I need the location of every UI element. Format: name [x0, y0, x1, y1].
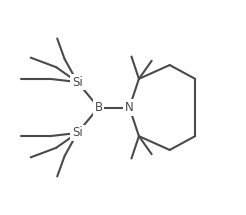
Text: Si: Si — [72, 126, 83, 140]
Text: N: N — [125, 101, 134, 114]
Text: B: B — [94, 101, 103, 114]
Text: Si: Si — [72, 75, 83, 89]
